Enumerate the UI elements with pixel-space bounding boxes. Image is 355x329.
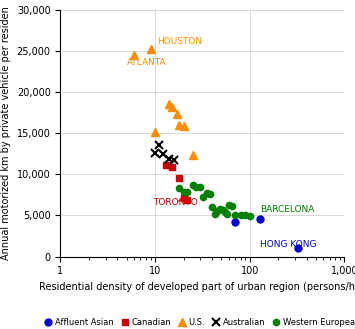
Western European [177, 186, 181, 190]
Text: BARCELONA: BARCELONA [261, 205, 315, 214]
Western European [191, 183, 195, 187]
U.S. [181, 124, 186, 128]
Line: Canadian: Canadian [162, 162, 191, 203]
Canadian [185, 198, 190, 202]
Text: HONG KONG: HONG KONG [261, 240, 317, 249]
Text: TORONTO: TORONTO [153, 198, 198, 207]
Western European [185, 190, 190, 193]
U.S. [191, 153, 195, 158]
Canadian [181, 196, 186, 200]
X-axis label: Residential density of developed part of urban region (persons/ha): Residential density of developed part of… [39, 282, 355, 292]
U.S. [153, 131, 157, 135]
Western European [208, 192, 212, 196]
Canadian [177, 176, 181, 180]
Canadian [170, 165, 174, 169]
Western European [226, 203, 231, 207]
Western European [233, 213, 237, 217]
U.S. [175, 112, 179, 115]
Australian [160, 152, 165, 156]
Western European [247, 215, 252, 218]
Western European [225, 212, 229, 216]
Western European [194, 185, 198, 189]
Australian [157, 143, 161, 147]
Western European [215, 209, 219, 213]
Western European [213, 212, 217, 216]
Affluent Asian [233, 220, 237, 224]
Line: U.S.: U.S. [130, 44, 197, 160]
Western European [221, 208, 225, 212]
Affluent Asian [258, 217, 263, 221]
Y-axis label: Annual motorized km by private vehicle per residen: Annual motorized km by private vehicle p… [1, 6, 11, 260]
Australian [167, 157, 171, 161]
Line: Australian: Australian [151, 140, 179, 164]
U.S. [167, 103, 171, 107]
Western European [181, 190, 186, 194]
Australian [172, 158, 176, 162]
U.S. [148, 47, 153, 51]
Western European [238, 213, 242, 217]
Western European [201, 195, 205, 199]
U.S. [132, 53, 136, 57]
Western European [217, 207, 222, 211]
Line: Western European: Western European [176, 182, 253, 219]
Western European [243, 214, 247, 217]
Western European [223, 210, 227, 214]
Affluent Asian [295, 246, 300, 250]
Western European [210, 205, 214, 209]
U.S. [177, 123, 181, 127]
Text: ATLANTA: ATLANTA [126, 58, 166, 66]
U.S. [170, 105, 174, 109]
Western European [198, 185, 202, 189]
Western European [204, 191, 209, 195]
Text: HOUSTON: HOUSTON [157, 37, 202, 46]
Western European [230, 204, 234, 209]
Legend: Affluent Asian, Canadian, U.S., Australian, Western European: Affluent Asian, Canadian, U.S., Australi… [41, 315, 355, 329]
Canadian [164, 163, 168, 167]
Australian [153, 151, 157, 155]
Line: Affluent Asian: Affluent Asian [231, 215, 301, 252]
